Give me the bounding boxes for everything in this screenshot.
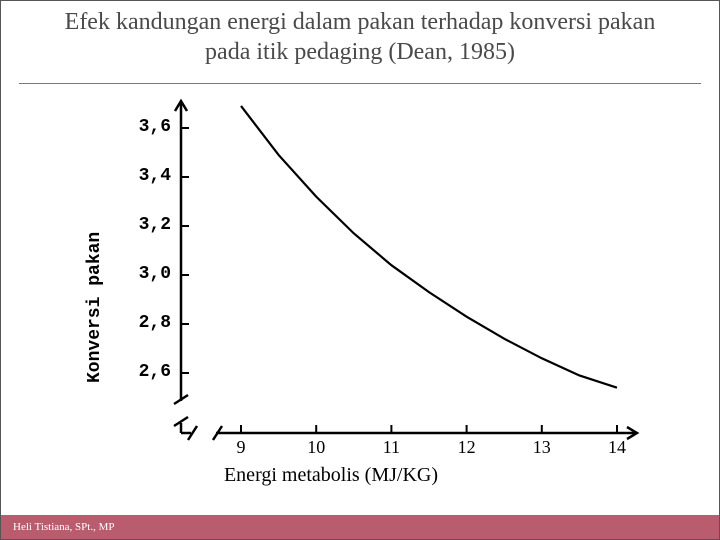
footer-text: Heli Tistiana, SPt., MP [13,521,114,533]
x-tick-label: 11 [376,437,406,458]
y-tick-label: 3,4 [121,166,171,186]
y-tick-label: 3,0 [121,264,171,284]
y-axis-label: Konversi pakan [85,232,105,383]
y-tick-label: 3,2 [121,215,171,235]
chart-svg [41,93,681,493]
footer-bar: Heli Tistiana, SPt., MP [1,515,719,539]
divider-line [19,83,701,84]
y-tick-label: 2,8 [121,313,171,333]
x-tick-label: 9 [226,437,256,458]
x-axis-label: Energi metabolis (MJ/KG) [41,464,621,487]
slide-title: Efek kandungan energi dalam pakan terhad… [41,7,679,67]
y-tick-label: 2,6 [121,362,171,382]
x-tick-label: 14 [602,437,632,458]
slide-root: Efek kandungan energi dalam pakan terhad… [0,0,720,540]
x-tick-label: 10 [301,437,331,458]
x-tick-label: 13 [527,437,557,458]
y-tick-label: 3,6 [121,117,171,137]
x-tick-label: 12 [452,437,482,458]
chart-container: Konversi pakan Energi metabolis (MJ/KG) … [41,93,681,493]
